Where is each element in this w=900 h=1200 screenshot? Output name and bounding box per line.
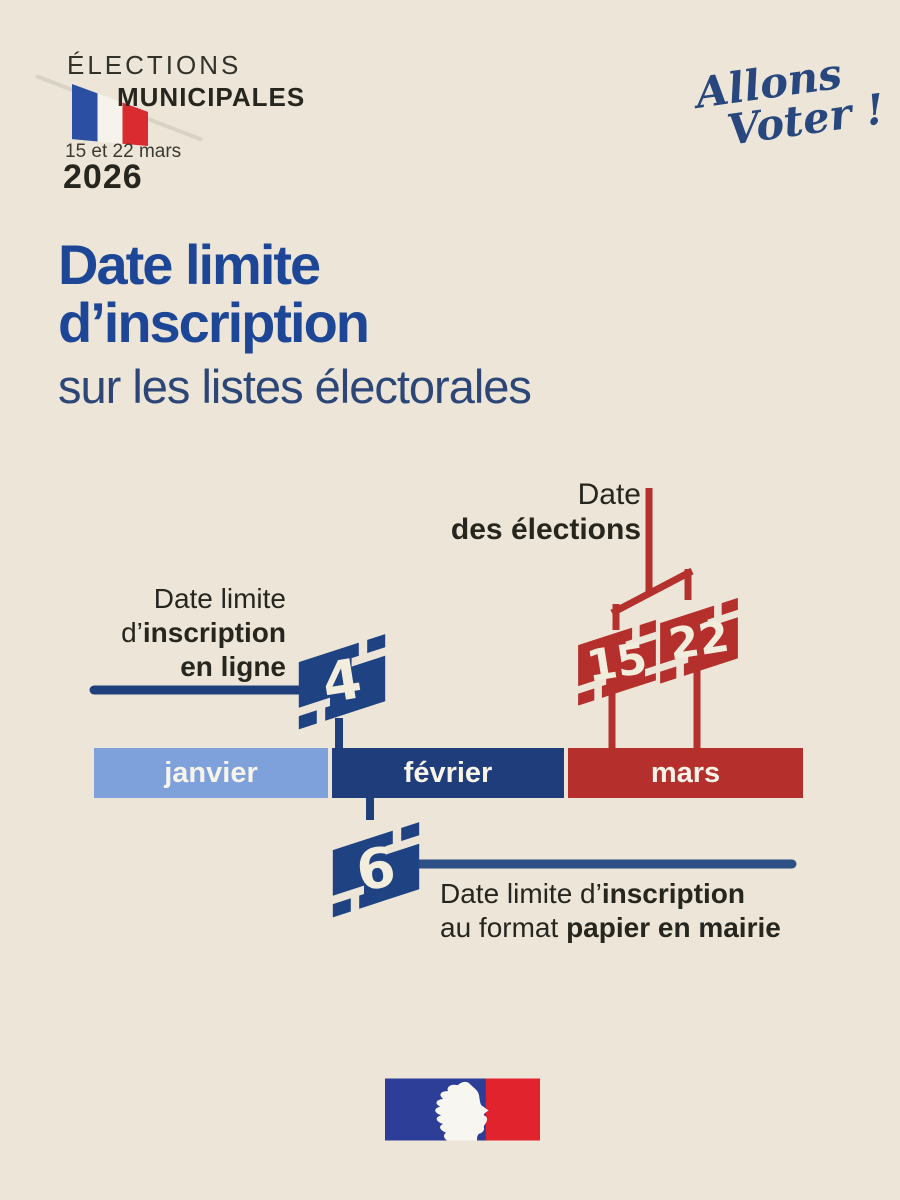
day-tag-4-number: 4 [318, 647, 366, 716]
day-tag-22: 22 [645, 588, 753, 694]
elections-label-line1: Date [577, 478, 641, 511]
brand-elections-label: ÉLECTIONS [67, 50, 242, 80]
page-title: Date limite d’inscription sur les listes… [58, 233, 532, 414]
month-segment-fevrier: février [332, 748, 564, 798]
day-tag-22-number: 22 [665, 612, 732, 671]
day-tag-15: 15 [563, 610, 671, 716]
paper-label-line1-prefix: Date limite d’ [440, 878, 602, 909]
online-label-line2-bold: inscription [142, 617, 286, 648]
day-tag-4: 4 [282, 623, 402, 741]
paper-label-line2-prefix: au format [440, 912, 567, 943]
day-tag-15-number: 15 [583, 634, 650, 693]
title-line1: Date limite [58, 233, 321, 296]
month-label-fevrier: février [403, 756, 493, 789]
elections-label-line2-bold: des élections [450, 513, 641, 546]
month-segment-janvier: janvier [94, 748, 328, 798]
brand-municipales-label: MUNICIPALES [117, 82, 306, 112]
marianne-logo [385, 1078, 540, 1141]
elections-branch-line [610, 567, 694, 617]
marianne-red-field [485, 1078, 540, 1141]
month-label-janvier: janvier [164, 756, 258, 789]
month-segment-mars: mars [568, 748, 803, 798]
online-label-line2-prefix: d’ [121, 617, 143, 648]
paper-label-line2-bold: papier en mairie [566, 912, 781, 943]
online-label-line3-bold: en ligne [180, 651, 286, 682]
election-year-label: 2026 [63, 158, 143, 196]
online-deadline-label: Date limite d’inscription en ligne [30, 582, 286, 684]
title-subtitle: sur les listes électorales [58, 360, 532, 413]
elections-date-label: Date des élections [370, 477, 641, 547]
paper-deadline-label: Date limite d’inscription au format papi… [440, 877, 860, 945]
day-tag-6-number: 6 [352, 835, 400, 904]
online-label-line1: Date limite [153, 583, 286, 614]
title-line2: d’inscription [58, 291, 370, 354]
paper-label-line1-bold: inscription [601, 878, 745, 909]
day-tag-6: 6 [316, 811, 436, 929]
marianne-profile [435, 1081, 489, 1141]
month-label-mars: mars [650, 756, 721, 789]
election-dates-label: 15 et 22 mars [65, 141, 182, 162]
